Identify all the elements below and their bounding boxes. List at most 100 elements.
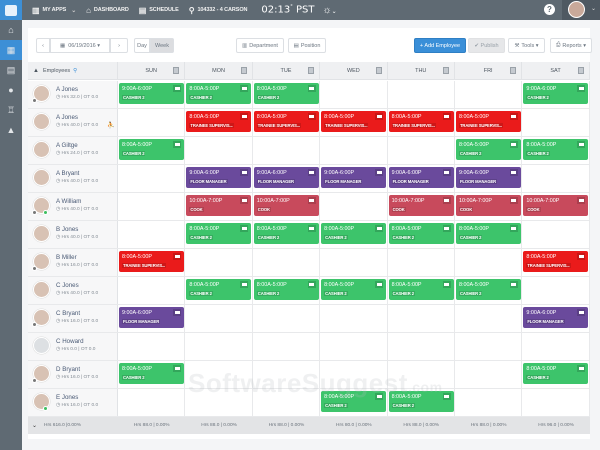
employee-cell[interactable]: B Miller ◷ Hrs 16.0 | OT 0.0 (28, 249, 118, 276)
shift-block[interactable]: 8:00A-5:00P TRAINEE SUPERVIS... (388, 111, 454, 132)
location-selector[interactable]: ⚲ 104332 - 4 CARSON (189, 6, 248, 15)
day-cell-sun[interactable] (118, 333, 186, 360)
employee-name[interactable]: C Howard (56, 338, 84, 345)
shift-block[interactable]: 8:00A-5:00P CASHIER 2 (321, 223, 387, 244)
day-cell-sat[interactable]: 10:00A-7:00P COOK (522, 193, 590, 220)
shift-note-icon[interactable] (173, 365, 181, 372)
day-cell-sun[interactable]: 8:00A-5:00P CASHIER 2 (118, 137, 186, 164)
employee-name[interactable]: A Bryant (56, 170, 80, 177)
day-cell-thu[interactable]: 8:00A-5:00P CASHIER 2 (388, 277, 455, 304)
shift-block[interactable]: 8:00A-5:00P CASHIER 2 (321, 279, 387, 300)
shift-note-icon[interactable] (240, 85, 249, 92)
shift-note-icon[interactable] (577, 365, 586, 372)
day-summary-icon[interactable] (577, 67, 584, 74)
day-cell-mon[interactable] (185, 137, 253, 164)
day-cell-tue[interactable] (253, 389, 321, 416)
day-cell-sun[interactable] (118, 165, 186, 192)
day-cell-thu[interactable] (388, 137, 455, 164)
day-summary-icon[interactable] (240, 67, 247, 74)
prev-week-button[interactable]: ‹ (36, 38, 50, 53)
day-cell-wed[interactable]: 8:00A-5:00P CASHIER 2 (320, 277, 388, 304)
day-cell-sat[interactable] (522, 277, 590, 304)
day-cell-tue[interactable]: 10:00A-7:00P COOK (253, 193, 321, 220)
shift-block[interactable]: 8:00A-5:00P CASHIER 2 (253, 279, 319, 300)
shift-note-icon[interactable] (240, 281, 249, 288)
shift-block[interactable]: 8:00A-5:00P CASHIER 2 (388, 223, 454, 244)
day-cell-thu[interactable] (388, 81, 455, 108)
shift-block[interactable]: 9:00A-6:00P FLOOR MANAGER (186, 167, 252, 188)
day-summary-icon[interactable] (510, 67, 517, 74)
shift-block[interactable]: 9:00A-6:00P FLOOR MANAGER (321, 167, 387, 188)
sidebar-item-schedule[interactable]: ▦ (0, 40, 22, 60)
shift-block[interactable]: 10:00A-7:00P COOK (388, 195, 454, 216)
next-week-button[interactable]: › (110, 38, 128, 53)
day-view-button[interactable]: Day (134, 38, 150, 53)
shift-note-icon[interactable] (509, 141, 518, 148)
employee-cell[interactable]: D Bryant ◷ Hrs 16.0 | OT 0.0 (28, 361, 118, 388)
shift-block[interactable]: 8:00A-5:00P TRAINEE SUPERVIS... (253, 111, 319, 132)
employee-name[interactable]: A Giltge (56, 142, 78, 149)
shift-block[interactable]: 8:00A-5:00P CASHIER 2 (186, 223, 252, 244)
employee-cell[interactable]: E Jones ◷ Hrs 16.0 | OT 0.0 (28, 389, 118, 416)
day-cell-mon[interactable] (185, 305, 253, 332)
employee-name[interactable]: B Miller (56, 254, 77, 261)
shift-note-icon[interactable] (577, 253, 586, 260)
shift-block[interactable]: 8:00A-5:00P TRAINEE SUPERVIS... (455, 111, 521, 132)
date-picker[interactable]: ▦ 06/19/2016 ▾ (50, 38, 110, 53)
day-cell-wed[interactable] (320, 333, 388, 360)
day-cell-fri[interactable]: 8:00A-5:00P CASHIER 2 (455, 277, 523, 304)
shift-note-icon[interactable] (307, 113, 316, 120)
shift-block[interactable]: 8:00A-5:00P CASHIER 2 (119, 363, 184, 384)
employee-cell[interactable]: A Jones ◷ Hrs 40.0 | OT 0.0 ⛹ (28, 109, 118, 136)
day-cell-wed[interactable] (320, 137, 388, 164)
shift-block[interactable]: 8:00A-5:00P CASHIER 2 (253, 83, 319, 104)
day-cell-sun[interactable] (118, 389, 186, 416)
shift-note-icon[interactable] (577, 85, 586, 92)
day-cell-thu[interactable] (388, 333, 455, 360)
shift-note-icon[interactable] (307, 225, 316, 232)
add-employee-button[interactable]: + Add Employee (414, 38, 466, 53)
sidebar-item-reports[interactable]: ▲ (0, 120, 22, 140)
day-cell-sun[interactable] (118, 109, 186, 136)
day-cell-mon[interactable]: 9:00A-6:00P FLOOR MANAGER (185, 165, 253, 192)
day-cell-sat[interactable]: 9:00A-6:00P CASHIER 2 (522, 81, 590, 108)
day-cell-wed[interactable]: 8:00A-5:00P CASHIER 2 (320, 389, 388, 416)
day-cell-tue[interactable] (253, 137, 321, 164)
weather-menu[interactable]: ☼⌄ (322, 5, 336, 16)
day-cell-thu[interactable] (388, 361, 455, 388)
employee-name[interactable]: E Jones (56, 394, 79, 401)
shift-block[interactable]: 8:00A-5:00P CASHIER 2 (455, 223, 521, 244)
shift-block[interactable]: 8:00A-5:00P TRAINEE SUPERVIS... (119, 251, 184, 272)
day-cell-wed[interactable] (320, 305, 388, 332)
day-cell-thu[interactable] (388, 305, 455, 332)
shift-note-icon[interactable] (240, 197, 249, 204)
day-cell-tue[interactable]: 8:00A-5:00P TRAINEE SUPERVIS... (253, 109, 321, 136)
day-cell-fri[interactable]: 8:00A-5:00P TRAINEE SUPERVIS... (455, 109, 523, 136)
day-cell-wed[interactable]: 8:00A-5:00P CASHIER 2 (320, 221, 388, 248)
day-cell-thu[interactable]: 8:00A-5:00P CASHIER 2 (388, 389, 455, 416)
shift-note-icon[interactable] (173, 141, 181, 148)
shift-note-icon[interactable] (442, 197, 451, 204)
department-filter-button[interactable]: ▥ Department (236, 38, 284, 53)
tools-menu-button[interactable]: ⚒ Tools ▾ (508, 38, 545, 53)
day-cell-sat[interactable] (522, 221, 590, 248)
shift-note-icon[interactable] (307, 169, 316, 176)
sidebar-item-people[interactable]: ● (0, 80, 22, 100)
day-cell-tue[interactable] (253, 333, 321, 360)
day-cell-wed[interactable] (320, 81, 388, 108)
day-cell-mon[interactable]: 8:00A-5:00P CASHIER 2 (185, 277, 253, 304)
employee-cell[interactable]: B Jones ◷ Hrs 40.0 | OT 0.0 (28, 221, 118, 248)
day-cell-wed[interactable]: 9:00A-6:00P FLOOR MANAGER (320, 165, 388, 192)
day-cell-sat[interactable] (522, 389, 590, 416)
position-filter-button[interactable]: ▤ Position (288, 38, 326, 53)
employee-name[interactable]: A Jones (56, 114, 79, 121)
day-cell-sun[interactable]: 8:00A-5:00P TRAINEE SUPERVIS... (118, 249, 186, 276)
reports-menu-button[interactable]: ⎙ Reports ▾ (550, 38, 592, 53)
shift-block[interactable]: 8:00A-5:00P CASHIER 2 (455, 279, 521, 300)
day-cell-mon[interactable]: 8:00A-5:00P CASHIER 2 (185, 81, 253, 108)
day-cell-sat[interactable]: 9:00A-6:00P FLOOR MANAGER (522, 305, 590, 332)
day-cell-fri[interactable]: 8:00A-5:00P CASHIER 2 (455, 137, 523, 164)
shift-note-icon[interactable] (442, 281, 451, 288)
shift-note-icon[interactable] (307, 281, 316, 288)
sidebar-item-home[interactable]: ⌂ (0, 20, 22, 40)
